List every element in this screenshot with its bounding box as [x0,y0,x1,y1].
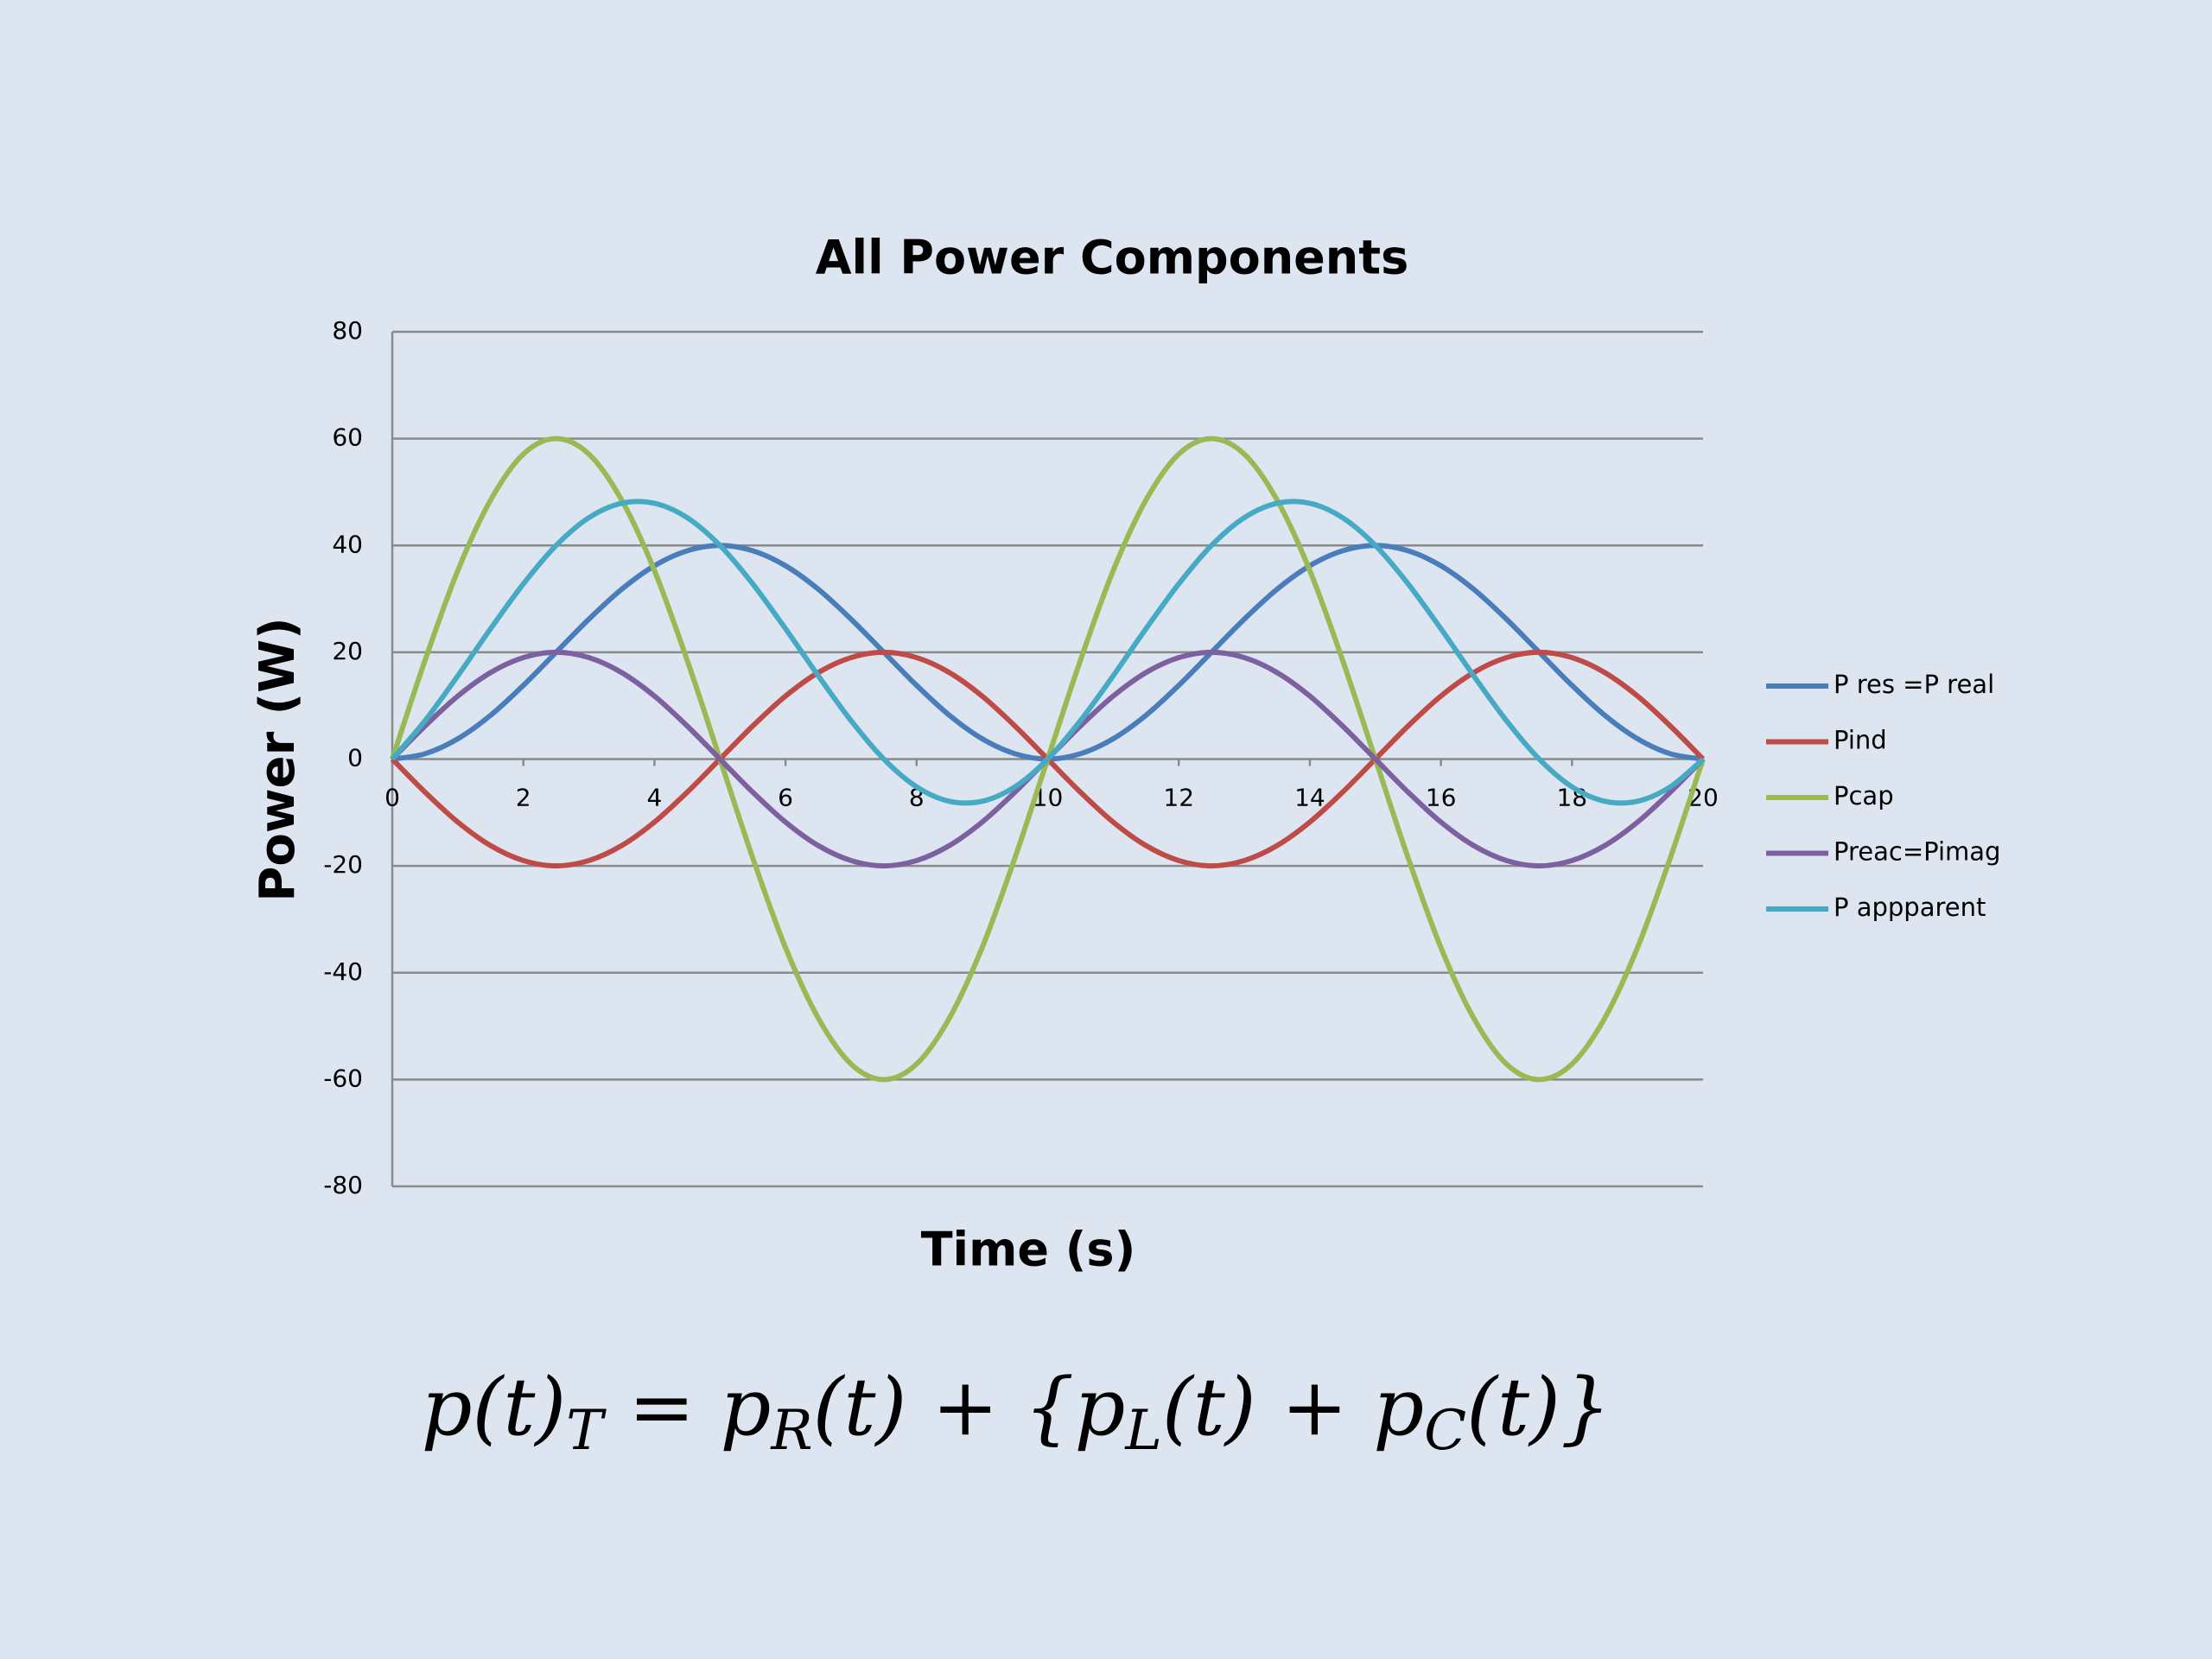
legend-label: Pind [1834,726,1887,755]
y-tick-label: -40 [323,957,363,986]
y-tick-label: -60 [323,1064,363,1092]
equation-part: (t) + {p [813,1361,1126,1453]
chart-title: All Power Components [816,231,1408,285]
y-tick-label: -20 [323,850,363,879]
x-tick-label: 12 [1163,784,1194,812]
equation-part: (t) + p [1162,1361,1424,1453]
y-tick-label: 80 [332,316,363,345]
equation-part: p(t) [422,1361,567,1453]
x-tick-label: 14 [1294,784,1325,812]
x-tick-label: 4 [646,784,662,812]
x-axis-title: Time (s) [921,1223,1136,1277]
equation-part: = p [603,1361,771,1453]
y-tick-label: 20 [332,637,363,665]
series-line [390,499,1705,806]
equation: p(t)T = pR(t) + {pL(t) + pC(t)} [422,1361,1611,1463]
legend-label: P appparent [1834,893,1986,922]
x-tick-label: 0 [385,784,400,812]
x-tick-label: 6 [778,784,793,812]
legend-label: Preac=Pimag [1834,837,2000,867]
equation-part: (t)} [1466,1361,1611,1453]
equation-subscript: T [566,1399,607,1463]
y-tick-label: 40 [332,530,363,558]
y-tick-label: -80 [323,1171,363,1199]
equation-subscript: C [1424,1399,1466,1463]
y-tick-label: 60 [332,423,363,452]
x-tick-label: 2 [516,784,531,812]
equation-subscript: L [1124,1399,1162,1463]
y-axis-title: Power (W) [250,617,306,901]
x-tick-label: 16 [1426,784,1457,812]
legend-label: Pcap [1834,781,1894,810]
legend-label: P res =P real [1834,670,1994,699]
y-tick-label: 0 [347,744,363,772]
equation-subscript: R [770,1399,812,1463]
